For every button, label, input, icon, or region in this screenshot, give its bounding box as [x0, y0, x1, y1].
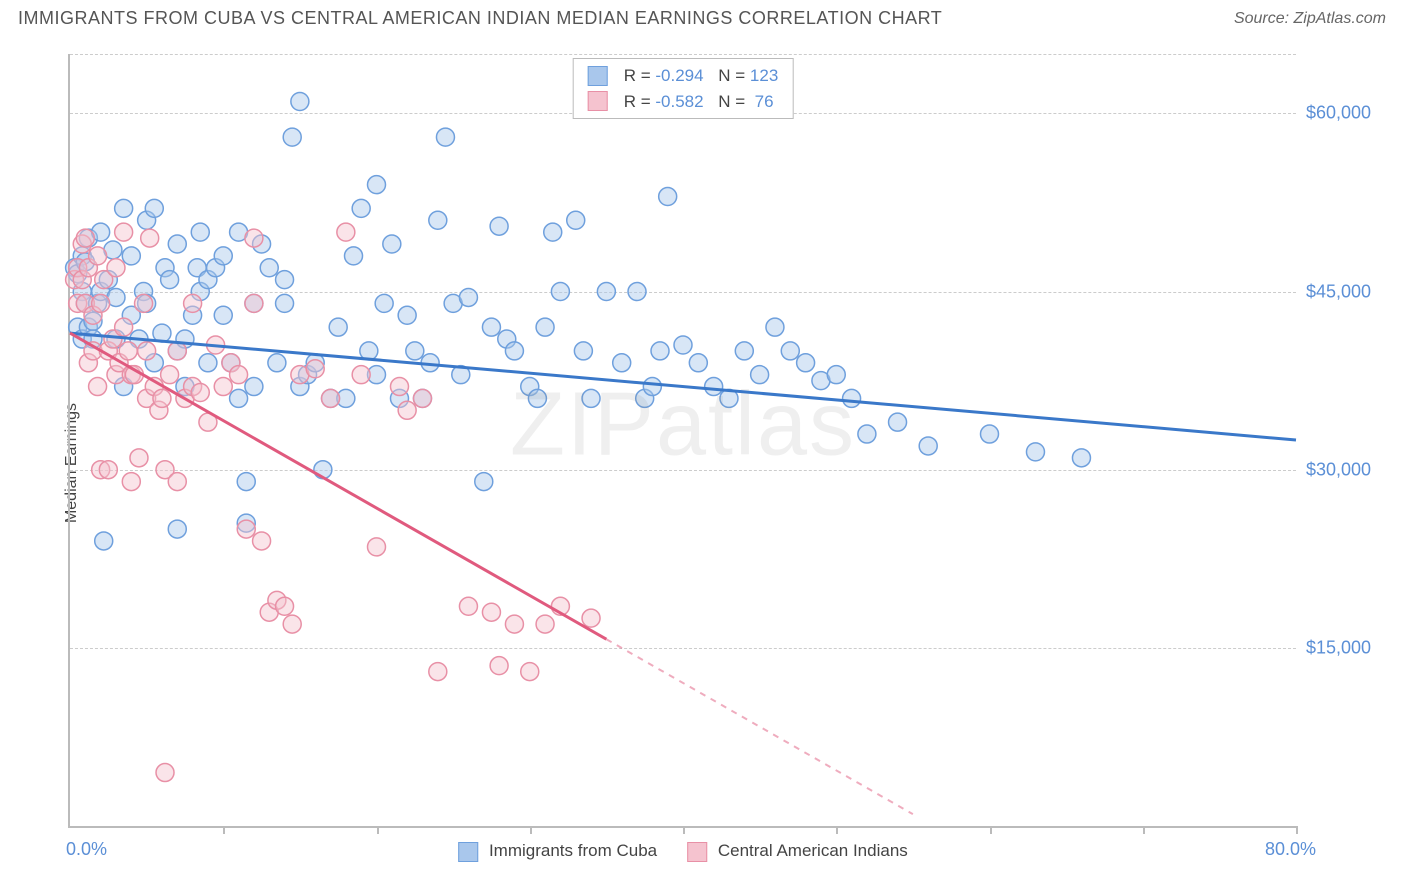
y-tick-label: $15,000 — [1306, 637, 1386, 658]
x-tick — [683, 826, 685, 834]
legend-item: Immigrants from Cuba — [458, 841, 657, 862]
series-swatch — [588, 91, 608, 111]
y-tick-label: $30,000 — [1306, 459, 1386, 480]
series-swatch — [458, 842, 478, 862]
series-name: Central American Indians — [718, 841, 908, 860]
n-value: 76 — [755, 92, 774, 111]
x-tick — [1143, 826, 1145, 834]
x-min-label: 0.0% — [66, 839, 107, 860]
stats-legend: R = -0.294 N = 123 R = -0.582 N = 76 — [573, 58, 794, 119]
x-tick — [990, 826, 992, 834]
x-tick — [836, 826, 838, 834]
series-legend: Immigrants from Cuba Central American In… — [458, 841, 908, 862]
source-label: Source: ZipAtlas.com — [1234, 10, 1386, 28]
y-tick-label: $45,000 — [1306, 281, 1386, 302]
trend-line-dashed — [606, 639, 913, 814]
trend-line — [70, 333, 606, 639]
legend-item: Central American Indians — [687, 841, 908, 862]
y-tick-label: $60,000 — [1306, 103, 1386, 124]
series-name: Immigrants from Cuba — [489, 841, 657, 860]
series-swatch — [687, 842, 707, 862]
stats-row: R = -0.582 N = 76 — [588, 89, 779, 115]
series-swatch — [588, 66, 608, 86]
plot-area: R = -0.294 N = 123 R = -0.582 N = 76 ZIP… — [68, 54, 1296, 828]
trend-lines-layer — [70, 54, 1296, 826]
correlation-chart: Median Earnings R = -0.294 N = 123 R = -… — [18, 44, 1396, 882]
x-tick — [223, 826, 225, 834]
trend-line — [70, 333, 1296, 440]
n-value: 123 — [750, 66, 778, 85]
r-value: -0.294 — [655, 66, 703, 85]
x-tick — [1296, 826, 1298, 834]
stats-row: R = -0.294 N = 123 — [588, 63, 779, 89]
r-value: -0.582 — [655, 92, 703, 111]
x-max-label: 80.0% — [1265, 839, 1316, 860]
x-tick — [530, 826, 532, 834]
x-tick — [377, 826, 379, 834]
page-title: IMMIGRANTS FROM CUBA VS CENTRAL AMERICAN… — [18, 8, 942, 29]
